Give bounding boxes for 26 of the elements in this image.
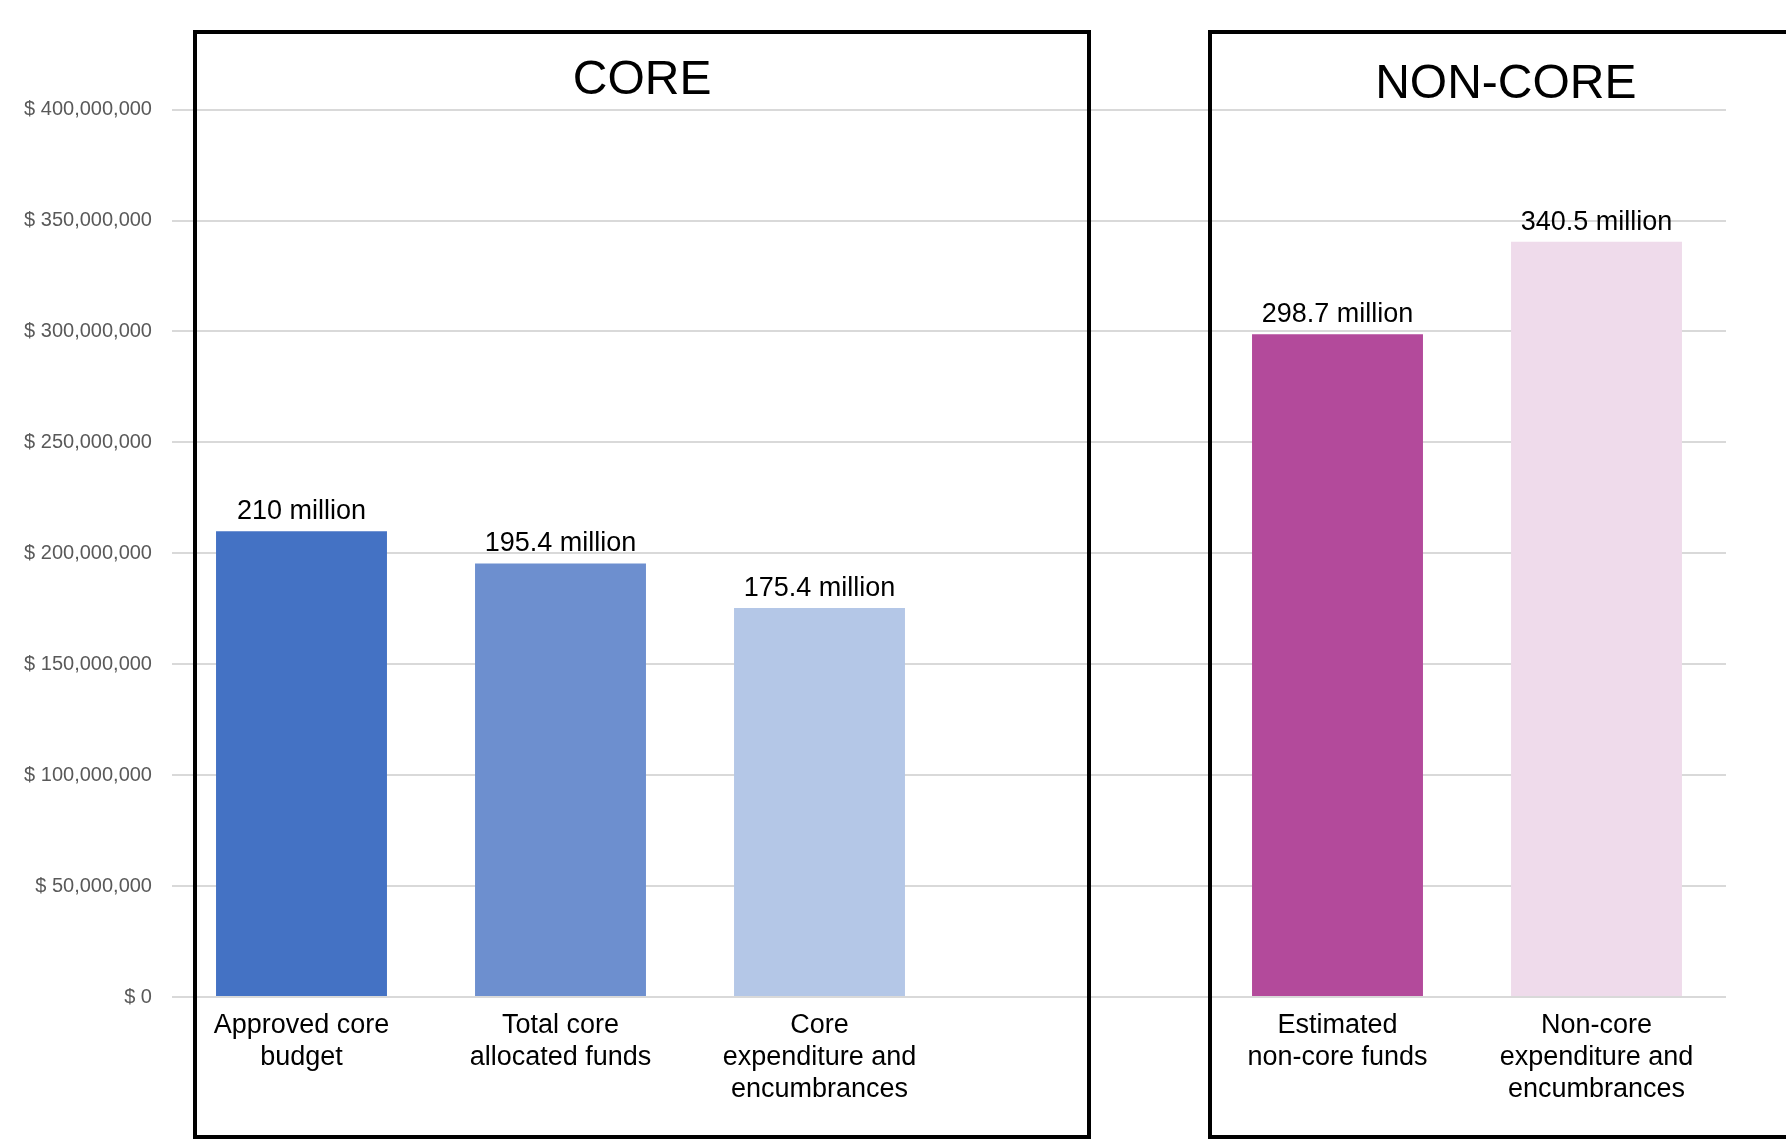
data-label: 175.4 million <box>743 571 896 602</box>
bar <box>1252 334 1423 996</box>
data-label: 195.4 million <box>484 527 637 558</box>
x-tick-label: Non-core expenditure and encumbrances <box>1499 1008 1694 1104</box>
y-tick-label: $ 150,000,000 <box>24 651 152 674</box>
bar <box>734 607 905 996</box>
bar <box>1511 241 1682 996</box>
y-tick-label: $ 400,000,000 <box>24 97 152 120</box>
y-tick-label: $ 50,000,000 <box>35 873 152 896</box>
x-tick-label: Core expenditure and encumbrances <box>722 1008 917 1104</box>
data-label: 298.7 million <box>1261 298 1414 329</box>
x-tick-label: Approved core budget <box>213 1008 390 1072</box>
annotation: CORE <box>572 50 712 105</box>
bar <box>216 531 387 996</box>
y-tick-label: $ 100,000,000 <box>24 762 152 785</box>
data-label: 340.5 million <box>1520 205 1673 236</box>
data-label: 210 million <box>236 495 367 526</box>
x-tick-label: Estimated non-core funds <box>1247 1008 1428 1072</box>
y-tick-label: $ 300,000,000 <box>24 319 152 341</box>
bar <box>475 563 646 996</box>
y-tick-label: $ 350,000,000 <box>24 208 152 231</box>
y-tick-label: $ 0 <box>124 984 152 1007</box>
y-tick-label: $ 200,000,000 <box>24 540 152 563</box>
y-tick-label: $ 250,000,000 <box>24 429 152 452</box>
annotation: NON-CORE <box>1375 54 1637 109</box>
x-tick-label: Total core allocated funds <box>469 1008 652 1072</box>
